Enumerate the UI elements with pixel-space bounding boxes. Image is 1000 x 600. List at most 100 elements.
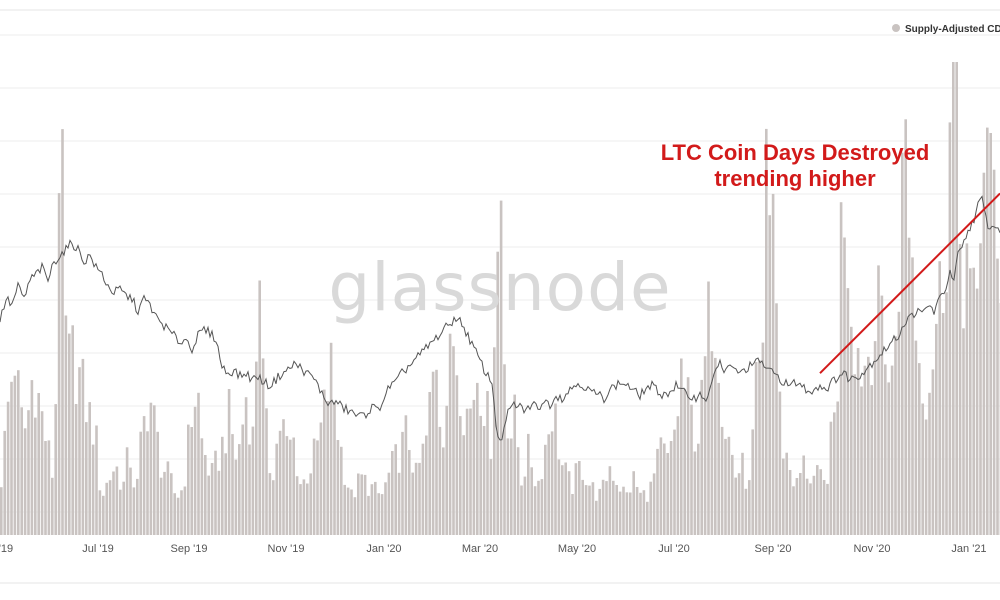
cdd-bar (346, 487, 350, 535)
cdd-bar (530, 467, 533, 535)
cdd-bar (238, 444, 241, 535)
cdd-bar (295, 476, 299, 535)
cdd-bar (914, 340, 918, 535)
legend[interactable]: Supply-Adjusted CDD (892, 24, 1000, 35)
cdd-bar (693, 451, 697, 535)
cdd-bar (666, 453, 669, 535)
cdd-bar (71, 325, 74, 535)
cdd-bar (425, 435, 428, 535)
cdd-bar (686, 377, 690, 535)
cdd-bar (499, 200, 503, 535)
cdd-bar (751, 429, 754, 535)
cdd-bar (224, 453, 227, 535)
cdd-bar (472, 399, 476, 535)
cdd-bar (227, 389, 231, 535)
cdd-bar (221, 436, 224, 535)
cdd-bar (676, 416, 680, 535)
cdd-bar (428, 392, 431, 535)
cdd-bar (91, 444, 95, 535)
cdd-bar (921, 403, 924, 535)
cdd-bar (564, 462, 567, 535)
cdd-bar (251, 426, 255, 535)
cdd-bar (805, 478, 809, 535)
cdd-bar (584, 485, 588, 535)
cdd-bar (578, 461, 581, 535)
cdd-bar (452, 346, 455, 535)
cdd-bar (88, 402, 91, 535)
cdd-bar (724, 438, 727, 535)
cdd-bar (136, 478, 139, 535)
cdd-bar (867, 356, 870, 535)
cdd-bar (788, 470, 792, 535)
cdd-bar (996, 258, 999, 535)
cdd-bar (265, 408, 268, 535)
trend-line (819, 192, 1000, 374)
cdd-bar (476, 382, 479, 535)
cdd-bar (877, 265, 880, 535)
cdd-bar (673, 429, 676, 535)
cdd-bar (193, 406, 197, 535)
cdd-bar (153, 405, 156, 535)
cdd-bar (550, 431, 554, 535)
cdd-bar (948, 122, 952, 536)
x-tick-label: Sep '19 (171, 543, 208, 555)
cdd-bar (438, 426, 442, 535)
cdd-bar (588, 485, 591, 535)
cdd-bar (591, 482, 595, 535)
cdd-bar (819, 469, 822, 535)
cdd-bar (618, 491, 622, 535)
cdd-bar (639, 492, 642, 535)
cdd-bar (989, 133, 992, 535)
cdd-bar (435, 369, 438, 535)
cdd-bar (78, 367, 81, 535)
cdd-bar (57, 193, 61, 535)
cdd-bar (822, 480, 826, 535)
cdd-bar (727, 436, 731, 535)
cdd-bar (935, 323, 938, 535)
cdd-bar (44, 441, 47, 535)
cdd-bar (10, 381, 13, 535)
cdd-bar (27, 410, 30, 535)
cdd-bar (952, 62, 955, 535)
cdd-bar (261, 358, 265, 535)
cdd-bar (496, 251, 499, 535)
cdd-bar (523, 476, 527, 535)
cdd-bar (404, 415, 408, 535)
cdd-bar (459, 416, 462, 535)
cdd-bar (61, 129, 64, 535)
cdd-bar (20, 407, 23, 535)
cdd-bar (299, 484, 302, 535)
cdd-bar (190, 427, 193, 535)
cdd-bar (445, 405, 448, 535)
cdd-bar (986, 127, 989, 535)
cdd-bar (741, 452, 744, 535)
cdd-bar (482, 426, 486, 535)
cdd-bar (503, 364, 506, 535)
cdd-bar (3, 430, 6, 535)
cdd-bar (272, 480, 275, 535)
cdd-bar (802, 455, 805, 535)
x-tick-label: Jul '19 (82, 543, 113, 555)
cdd-bar (516, 447, 520, 535)
cdd-bar (945, 292, 948, 535)
x-tick-label: May '20 (558, 543, 596, 555)
cdd-bar (210, 463, 214, 535)
cdd-bar (323, 389, 326, 535)
cdd-bar (387, 472, 391, 535)
cdd-bar (166, 461, 170, 535)
cdd-bar (863, 365, 867, 535)
cdd-bar (170, 473, 173, 535)
cdd-bar (493, 347, 496, 535)
cdd-bar (833, 412, 836, 535)
cdd-bar (911, 257, 914, 535)
cdd-bar (612, 480, 615, 535)
cdd-bar (703, 356, 707, 535)
cdd-bar (955, 62, 958, 535)
cdd-bar (918, 363, 921, 535)
cdd-bar (537, 480, 540, 535)
cdd-bar (479, 415, 482, 535)
cdd-bar (506, 438, 510, 535)
cdd-bar (329, 342, 333, 535)
annotation-line-1: LTC Coin Days Destroyed (661, 140, 930, 165)
